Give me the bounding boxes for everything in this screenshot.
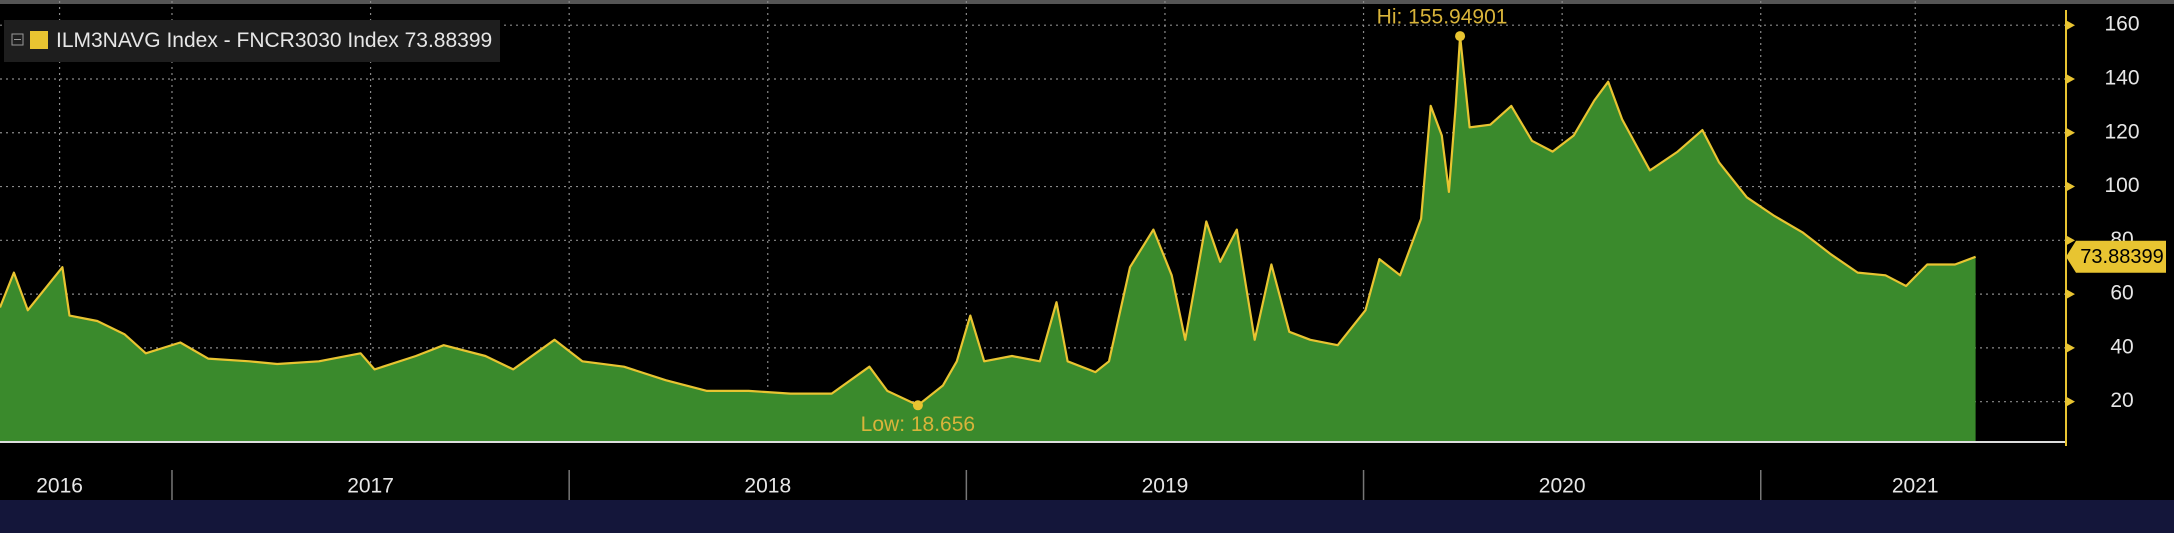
y-tick — [2066, 289, 2075, 300]
y-tick — [2066, 181, 2075, 192]
annotation-label: Low: 18.656 — [861, 413, 975, 436]
bottom-band — [0, 500, 2174, 533]
y-tick — [2066, 396, 2075, 407]
legend-box — [4, 20, 500, 62]
y-tick — [2066, 342, 2075, 353]
y-tick-label: 20 — [2110, 389, 2133, 412]
last-value-tag — [2066, 240, 2166, 273]
legend-swatch — [30, 31, 48, 49]
last-value-label: 73.88399 — [2080, 246, 2163, 268]
legend: ILM3NAVG Index - FNCR3030 Index 73.88399 — [4, 20, 500, 62]
y-tick-label: 60 — [2110, 282, 2133, 305]
y-tick-label: 120 — [2104, 120, 2139, 143]
x-tick-label: 2021 — [1892, 475, 1939, 498]
y-tick — [2066, 73, 2075, 84]
line — [0, 35, 1976, 407]
top-border — [0, 0, 2174, 4]
plot-area: Hi: 155.94901 Low: 18.656 — [0, 6, 1976, 442]
y-tick-label: 40 — [2110, 335, 2133, 358]
y-tick-label: 160 — [2104, 13, 2139, 36]
y-tick — [2066, 127, 2075, 138]
annotation-label: Hi: 155.94901 — [1377, 6, 1508, 29]
x-tick-label: 2019 — [1142, 475, 1189, 498]
y-tick — [2066, 235, 2075, 246]
legend-label: ILM3NAVG Index - FNCR3030 Index — [56, 29, 399, 52]
y-tick-label: 100 — [2104, 174, 2139, 197]
legend-text: ILM3NAVG Index - FNCR3030 Index 73.88399 — [56, 29, 492, 52]
area-fill — [0, 36, 1976, 442]
legend-last-value: 73.88399 — [405, 29, 493, 52]
legend-toggle[interactable] — [11, 33, 24, 46]
x-tick-label: 2016 — [36, 475, 83, 498]
x-tick-label: 2020 — [1539, 475, 1586, 498]
annotation-marker — [912, 400, 923, 411]
x-tick-label: 2017 — [347, 475, 394, 498]
annotation-marker — [1455, 31, 1466, 42]
x-tick-label: 2018 — [744, 475, 791, 498]
y-tick-label: 140 — [2104, 67, 2139, 90]
y-tick — [2066, 20, 2075, 31]
